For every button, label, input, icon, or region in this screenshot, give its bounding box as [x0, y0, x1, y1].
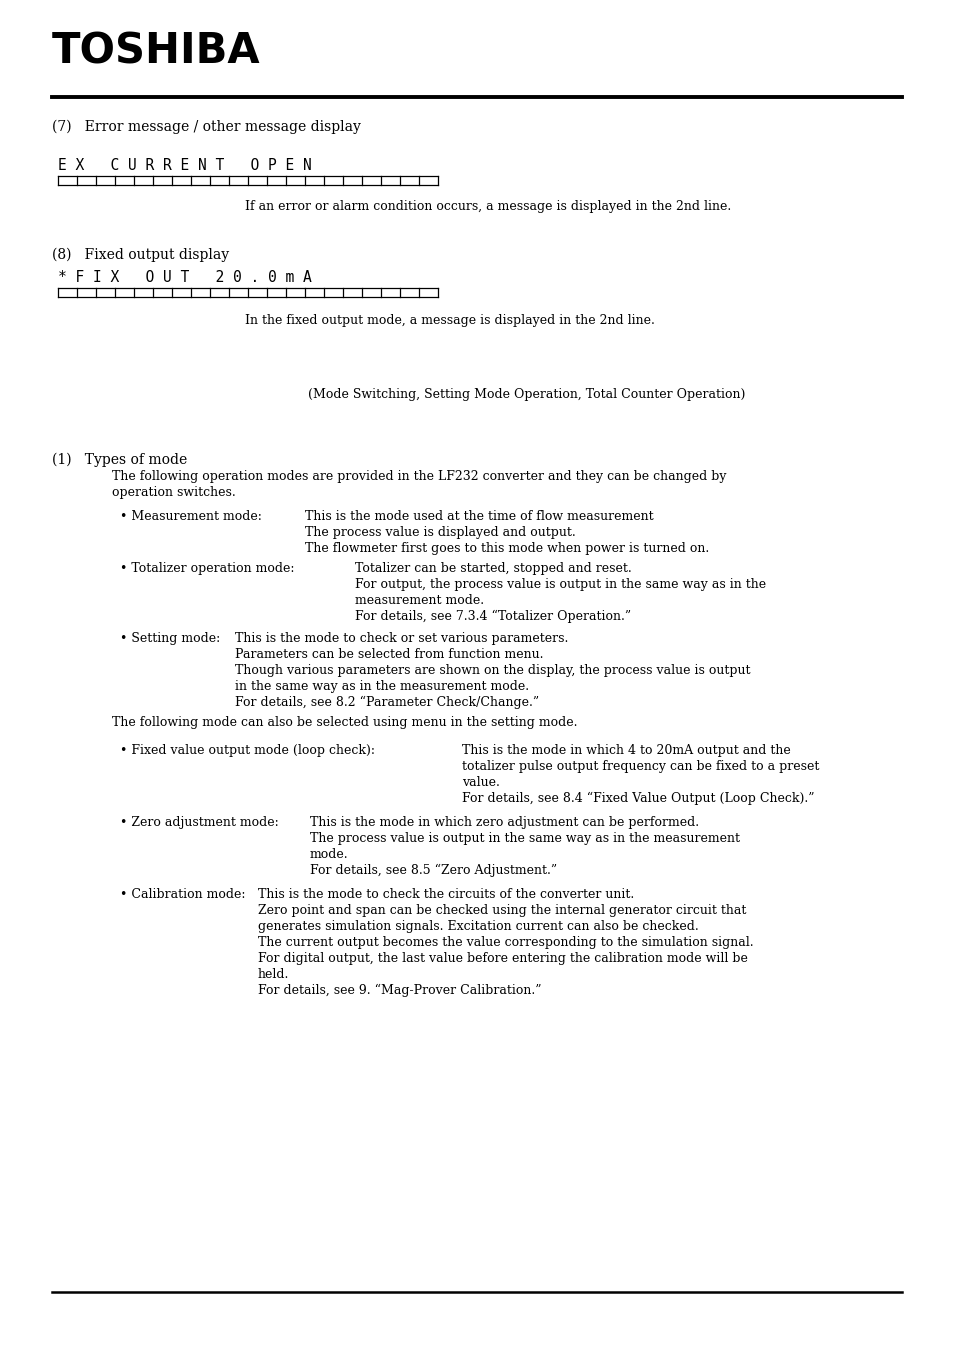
Text: mode.: mode.: [310, 848, 348, 861]
Text: E X   C U R R E N T   O P E N: E X C U R R E N T O P E N: [58, 158, 312, 173]
Text: generates simulation signals. Excitation current can also be checked.: generates simulation signals. Excitation…: [257, 919, 698, 933]
Text: Parameters can be selected from function menu.: Parameters can be selected from function…: [234, 648, 543, 662]
Text: For details, see 8.5 “Zero Adjustment.”: For details, see 8.5 “Zero Adjustment.”: [310, 864, 557, 878]
Text: For digital output, the last value before entering the calibration mode will be: For digital output, the last value befor…: [257, 952, 747, 965]
Text: operation switches.: operation switches.: [112, 486, 235, 500]
Text: value.: value.: [461, 776, 499, 788]
Text: TOSHIBA: TOSHIBA: [52, 30, 260, 72]
Text: in the same way as in the measurement mode.: in the same way as in the measurement mo…: [234, 680, 529, 693]
Text: (Mode Switching, Setting Mode Operation, Total Counter Operation): (Mode Switching, Setting Mode Operation,…: [308, 387, 745, 401]
Text: For details, see 9. “Mag-Prover Calibration.”: For details, see 9. “Mag-Prover Calibrat…: [257, 984, 541, 998]
Text: For details, see 7.3.4 “Totalizer Operation.”: For details, see 7.3.4 “Totalizer Operat…: [355, 610, 631, 624]
Text: This is the mode in which zero adjustment can be performed.: This is the mode in which zero adjustmen…: [310, 815, 699, 829]
Text: Zero point and span can be checked using the internal generator circuit that: Zero point and span can be checked using…: [257, 904, 745, 917]
Text: The following mode can also be selected using menu in the setting mode.: The following mode can also be selected …: [112, 716, 577, 729]
Text: • Setting mode:: • Setting mode:: [120, 632, 220, 645]
Text: * F I X   O U T   2 0 . 0 m A: * F I X O U T 2 0 . 0 m A: [58, 270, 312, 285]
Text: In the fixed output mode, a message is displayed in the 2nd line.: In the fixed output mode, a message is d…: [245, 315, 654, 327]
Text: For output, the process value is output in the same way as in the: For output, the process value is output …: [355, 578, 765, 591]
Text: • Measurement mode:: • Measurement mode:: [120, 510, 262, 522]
Text: totalizer pulse output frequency can be fixed to a preset: totalizer pulse output frequency can be …: [461, 760, 819, 774]
Text: The process value is displayed and output.: The process value is displayed and outpu…: [305, 526, 576, 539]
Text: For details, see 8.2 “Parameter Check/Change.”: For details, see 8.2 “Parameter Check/Ch…: [234, 697, 538, 709]
Text: (8)   Fixed output display: (8) Fixed output display: [52, 248, 229, 262]
Text: (7)   Error message / other message display: (7) Error message / other message displa…: [52, 120, 360, 135]
Text: This is the mode to check or set various parameters.: This is the mode to check or set various…: [234, 632, 568, 645]
Text: If an error or alarm condition occurs, a message is displayed in the 2nd line.: If an error or alarm condition occurs, a…: [245, 200, 731, 213]
Text: The process value is output in the same way as in the measurement: The process value is output in the same …: [310, 832, 740, 845]
Text: The following operation modes are provided in the LF232 converter and they can b: The following operation modes are provid…: [112, 470, 726, 483]
Text: • Totalizer operation mode:: • Totalizer operation mode:: [120, 562, 298, 575]
Text: • Calibration mode:: • Calibration mode:: [120, 888, 250, 900]
Text: held.: held.: [257, 968, 289, 981]
Text: Totalizer can be started, stopped and reset.: Totalizer can be started, stopped and re…: [355, 562, 631, 575]
Text: Though various parameters are shown on the display, the process value is output: Though various parameters are shown on t…: [234, 664, 750, 676]
Text: (1)   Types of mode: (1) Types of mode: [52, 454, 187, 467]
Text: This is the mode used at the time of flow measurement: This is the mode used at the time of flo…: [305, 510, 653, 522]
Text: For details, see 8.4 “Fixed Value Output (Loop Check).”: For details, see 8.4 “Fixed Value Output…: [461, 792, 814, 805]
Text: This is the mode in which 4 to 20mA output and the: This is the mode in which 4 to 20mA outp…: [461, 744, 790, 757]
Text: measurement mode.: measurement mode.: [355, 594, 483, 608]
Text: The current output becomes the value corresponding to the simulation signal.: The current output becomes the value cor…: [257, 936, 753, 949]
Text: • Fixed value output mode (loop check):: • Fixed value output mode (loop check):: [120, 744, 378, 757]
Text: The flowmeter first goes to this mode when power is turned on.: The flowmeter first goes to this mode wh…: [305, 541, 708, 555]
Text: This is the mode to check the circuits of the converter unit.: This is the mode to check the circuits o…: [257, 888, 634, 900]
Text: • Zero adjustment mode:: • Zero adjustment mode:: [120, 815, 282, 829]
